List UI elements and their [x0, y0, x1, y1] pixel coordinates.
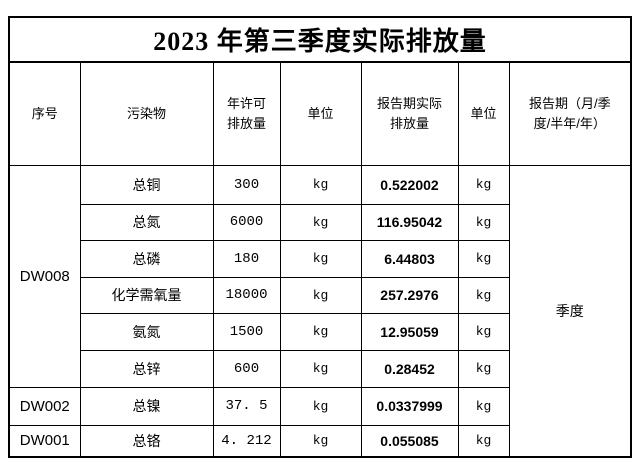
- unit-cell: kg: [279, 312, 362, 351]
- report-period-cell: 季度: [508, 164, 632, 458]
- header-unit-2: 单位: [457, 61, 510, 166]
- pollutant-cell: 氨氮: [79, 312, 214, 351]
- permitted-value-cell: 600: [212, 349, 281, 388]
- table-row: 总锌 600 kg 0.28452 kg: [9, 349, 631, 388]
- table-row: 总氮 6000 kg 116.95042 kg: [9, 203, 631, 241]
- unit-cell: kg: [279, 276, 362, 314]
- header-report-period: 报告期（月/季 度/半年/年）: [508, 61, 632, 166]
- unit-cell: kg: [457, 386, 510, 426]
- pollutant-cell: 总铜: [79, 164, 214, 205]
- table-title: 2023 年第三季度实际排放量: [8, 16, 632, 63]
- permitted-value-cell: 6000: [212, 203, 281, 241]
- permitted-value-cell: 37. 5: [212, 386, 281, 426]
- table-row: 氨氮 1500 kg 12.95059 kg: [9, 312, 631, 351]
- table-row: DW001 总铬 4. 212 kg 0.055085 kg: [8, 424, 631, 458]
- header-pollutant: 污染物: [79, 61, 214, 166]
- pollutant-cell: 总磷: [79, 239, 214, 278]
- actual-value-cell: 0.28452: [360, 349, 459, 388]
- actual-value-cell: 6.44803: [360, 239, 459, 278]
- header-unit-1: 单位: [279, 61, 362, 166]
- table-row: 总磷 180 kg 6.44803 kg: [9, 239, 631, 278]
- pollutant-cell: 总锌: [79, 349, 214, 388]
- pollutant-cell: 总镍: [79, 386, 214, 426]
- unit-cell: kg: [279, 424, 362, 458]
- unit-cell: kg: [279, 349, 362, 388]
- actual-value-cell: 116.95042: [360, 203, 459, 241]
- permitted-value-cell: 1500: [212, 312, 281, 351]
- unit-cell: kg: [279, 239, 362, 278]
- header-serial-number: 序号: [8, 61, 81, 166]
- pollutant-cell: 化学需氧量: [79, 276, 214, 314]
- actual-value-cell: 257.2976: [360, 276, 459, 314]
- unit-cell: kg: [457, 203, 510, 241]
- unit-cell: kg: [457, 312, 510, 351]
- pollutant-cell: 总铬: [79, 424, 214, 458]
- unit-cell: kg: [457, 349, 510, 388]
- permitted-value-cell: 4. 212: [212, 424, 281, 458]
- permitted-value-cell: 300: [212, 164, 281, 205]
- table-row: DW002 总镍 37. 5 kg 0.0337999 kg: [8, 386, 631, 426]
- header-row: 序号 污染物 年许可 排放量 单位 报告期实际 排放量 单位 报告期（月/季 度…: [8, 61, 632, 166]
- permitted-value-cell: 180: [212, 239, 281, 278]
- actual-value-cell: 0.0337999: [360, 386, 459, 426]
- table-row: DW008 总铜 300 kg 0.522002 kg 季度: [8, 164, 632, 458]
- actual-value-cell: 0.522002: [360, 164, 459, 205]
- emissions-table: 2023 年第三季度实际排放量 序号 污染物 年许可 排放量 单位 报告期实际 …: [8, 16, 633, 458]
- header-permitted-emission: 年许可 排放量: [212, 61, 281, 166]
- unit-cell: kg: [279, 203, 362, 241]
- actual-value-cell: 12.95059: [360, 312, 459, 351]
- unit-cell: kg: [457, 424, 510, 458]
- pollutant-cell: 总氮: [79, 203, 214, 241]
- unit-cell: kg: [279, 164, 362, 205]
- title-row: 2023 年第三季度实际排放量: [8, 16, 632, 63]
- header-actual-emission: 报告期实际 排放量: [360, 61, 459, 166]
- outlet-id-dw002: DW002: [8, 386, 81, 426]
- unit-cell: kg: [279, 386, 362, 426]
- unit-cell: kg: [457, 164, 510, 205]
- outlet-id-dw001: DW001: [8, 424, 81, 458]
- permitted-value-cell: 18000: [212, 276, 281, 314]
- unit-cell: kg: [457, 276, 510, 314]
- table-row: 化学需氧量 18000 kg 257.2976 kg: [9, 276, 631, 314]
- unit-cell: kg: [457, 239, 510, 278]
- actual-value-cell: 0.055085: [360, 424, 459, 458]
- outlet-id-dw008: DW008: [8, 164, 81, 388]
